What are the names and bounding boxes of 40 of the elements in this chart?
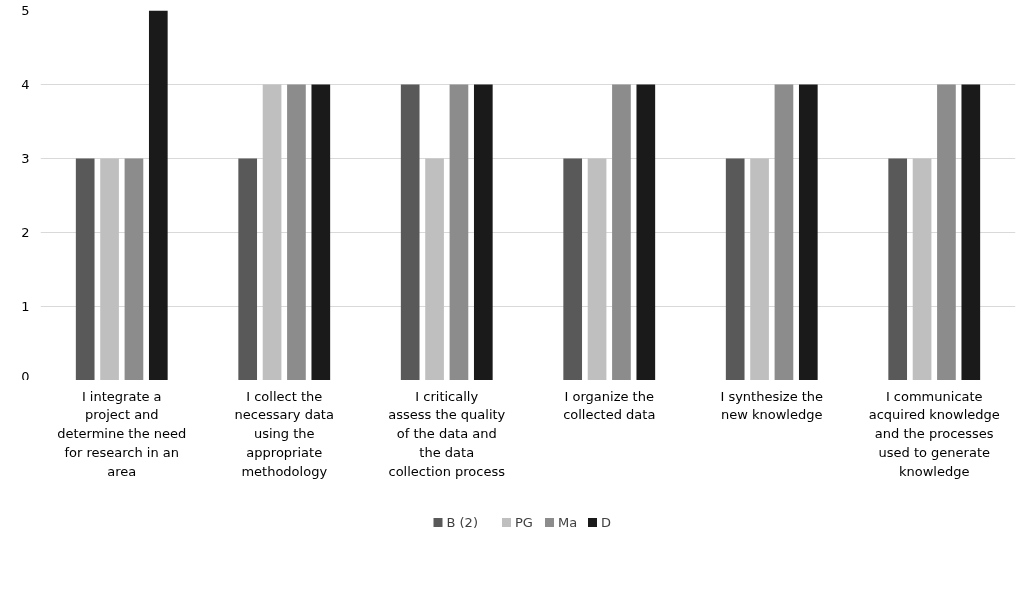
y-tick-label: 2 [21,225,30,240]
legend-label: Ma [558,515,578,530]
bar [912,158,932,380]
bar [262,84,282,380]
bar [961,84,981,380]
x-tick-label: I critically assess the quality of the data and the data collection process [388,388,506,479]
bar [148,10,168,380]
bar [124,158,144,380]
y-tick-label: 3 [21,151,30,166]
bar [238,158,258,380]
y-tick-label: 4 [21,77,30,92]
legend-label: B (2) [446,515,478,530]
bar [311,84,331,380]
bar [449,84,469,380]
bar [774,84,794,380]
x-tick-label: I collect the necessary data using the appropriate methodology [234,388,334,479]
bar [287,84,306,380]
bar [636,84,656,380]
bar [937,84,956,380]
legend-label: PG [515,515,533,530]
bar [400,84,420,380]
x-tick-label: I synthesize the new knowledge [720,388,824,423]
bar [75,158,95,380]
legend-label: D [601,515,612,530]
y-tick-label: 0 [21,368,30,384]
bar [888,158,908,380]
bar [725,158,745,380]
y-tick-label: 5 [21,3,30,18]
x-tick-label: I communicate acquired knowledge and the processes used to generate knowledge [868,388,1000,479]
bar [100,158,119,380]
y-tick-label: 1 [21,299,30,314]
bar [612,84,631,380]
bar [587,158,607,380]
bar [425,158,444,380]
x-tick-label: I organize the collected data [563,388,656,423]
x-tick-label: I integrate a project and determine the need for research in an area [57,388,187,479]
bar [798,84,818,380]
bar [750,158,769,380]
bar [563,158,583,380]
bar [473,84,493,380]
